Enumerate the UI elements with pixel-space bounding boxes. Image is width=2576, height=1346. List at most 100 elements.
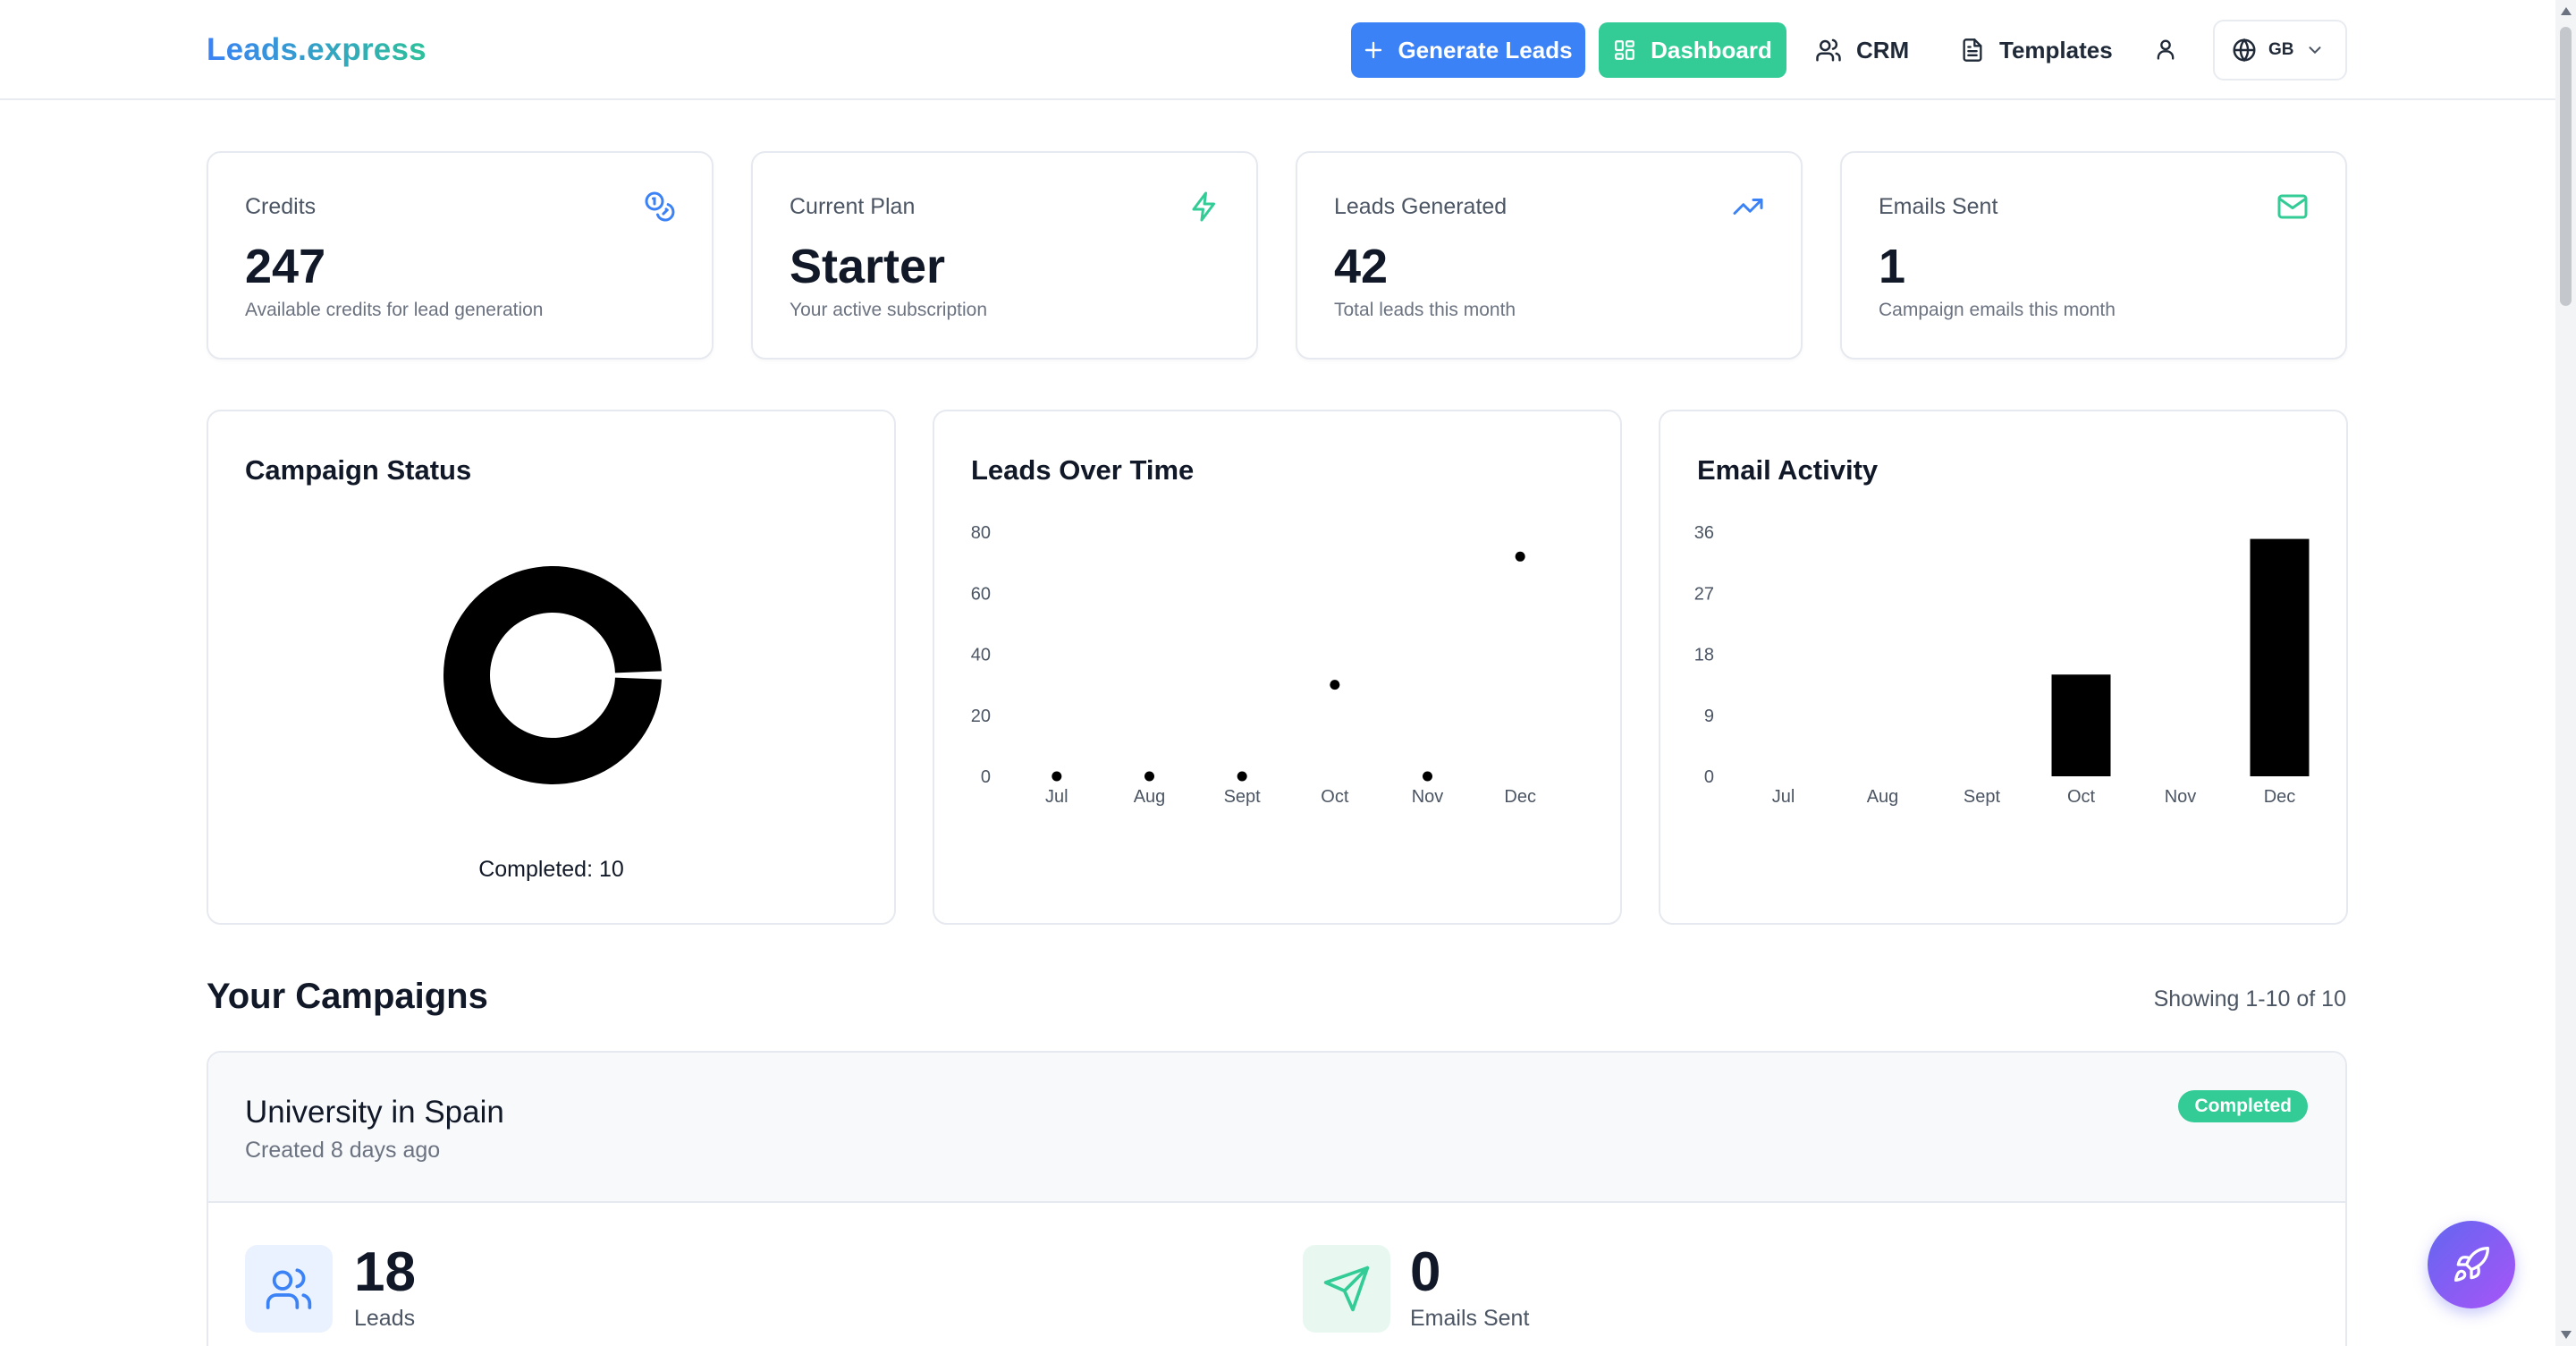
x-tick-label: Dec [1504, 787, 1536, 807]
donut-caption: Completed: 10 [478, 857, 624, 882]
campaign-status-card: Campaign Status Completed: 10 [207, 410, 896, 925]
bar [2250, 538, 2310, 776]
trending-up-icon [1733, 199, 1763, 215]
stat-subtitle: Available credits for lead generation [245, 300, 544, 320]
stat-value: Starter [790, 240, 946, 293]
donut-slice-completed [443, 566, 662, 784]
y-tick-label: 18 [1694, 646, 1714, 665]
email-activity-card: Email Activity 0 9 18 27 36 Jul Aug Sept Oct Nov D… [1659, 410, 2348, 925]
campaign-card-header: University in Spain Created 8 days ago C… [208, 1053, 2345, 1203]
emails-sent-label: Emails Sent [1410, 1306, 1530, 1331]
stat-label: Current Plan [790, 194, 916, 219]
data-point [1144, 771, 1154, 782]
campaign-card[interactable]: University in Spain Created 8 days ago C… [207, 1051, 2347, 1346]
stat-label: Emails Sent [1879, 194, 1998, 219]
templates-link[interactable]: Templates [1960, 22, 2113, 78]
scroll-up-arrow[interactable] [2561, 7, 2572, 15]
emails-sent-count: 0 [1410, 1241, 1441, 1303]
stat-label: Leads Generated [1334, 194, 1508, 219]
y-tick-label: 36 [1694, 523, 1714, 543]
x-tick-label: Aug [1134, 787, 1166, 807]
emails-sent-card: Emails Sent 1 Campaign emails this month [1840, 151, 2347, 360]
stat-label: Credits [245, 194, 317, 219]
y-tick-label: 0 [981, 767, 991, 787]
leads-over-time-chart: 0 20 40 60 80 Jul Aug Sept Oct Nov Dec [971, 523, 1536, 807]
x-tick-label: Aug [1867, 787, 1899, 807]
y-tick-label: 80 [971, 523, 991, 543]
x-tick-label: Sept [1964, 787, 2001, 807]
top-navbar: Leads.express Generate Leads Dashboard C… [0, 0, 2555, 100]
pagination-summary: Showing 1-10 of 10 [2153, 986, 2346, 1012]
x-tick-label: Jul [1772, 787, 1795, 807]
globe-icon [2233, 38, 2256, 63]
credits-card: Credits 247 Available credits for lead g… [207, 151, 714, 360]
x-tick-label: Nov [1412, 787, 1444, 807]
data-point [1052, 771, 1062, 782]
bar [2051, 674, 2111, 776]
user-profile-icon[interactable] [2153, 36, 2178, 67]
stat-subtitle: Campaign emails this month [1879, 300, 2116, 320]
send-icon [1323, 1266, 1370, 1312]
x-tick-label: Sept [1224, 787, 1262, 807]
vertical-scrollbar[interactable] [2555, 0, 2576, 1346]
file-text-icon [1963, 38, 1982, 62]
leads-label: Leads [354, 1306, 416, 1331]
x-tick-label: Oct [2067, 787, 2096, 807]
users-icon [266, 1268, 312, 1309]
y-tick-label: 60 [971, 584, 991, 604]
rocket-fab-button[interactable] [2428, 1221, 2515, 1308]
stat-subtitle: Total leads this month [1334, 300, 1516, 320]
y-tick-label: 27 [1694, 584, 1714, 604]
coins-icon [645, 191, 675, 222]
x-tick-label: Nov [2165, 787, 2197, 807]
y-tick-label: 9 [1704, 707, 1714, 726]
stat-value: 247 [245, 240, 326, 293]
chevron-down-icon [2308, 47, 2321, 55]
rocket-icon [2454, 1247, 2489, 1283]
emails-metric-icon-box [1303, 1245, 1390, 1333]
generate-leads-button[interactable]: Generate Leads [1351, 22, 1585, 78]
x-tick-label: Oct [1321, 787, 1349, 807]
leads-over-time-card: Leads Over Time 0 20 40 60 80 Jul Aug Sept Oct No… [933, 410, 1622, 925]
app-logo[interactable]: Leads.express [207, 32, 427, 67]
plus-icon [1365, 41, 1382, 59]
chart-title: Leads Over Time [971, 454, 1195, 486]
y-tick-label: 20 [971, 707, 991, 726]
language-code: GB [2268, 40, 2294, 59]
scroll-down-arrow[interactable] [2561, 1331, 2572, 1339]
stat-subtitle: Your active subscription [790, 300, 988, 320]
dashboard-button[interactable]: Dashboard [1599, 22, 1786, 78]
data-point [1423, 771, 1432, 782]
mail-icon [2277, 194, 2308, 219]
stat-value: 1 [1879, 240, 1906, 293]
zap-icon [1192, 191, 1215, 222]
crm-label: CRM [1856, 36, 1910, 63]
templates-label: Templates [1999, 36, 2113, 63]
campaign-name[interactable]: University in Spain [245, 1095, 504, 1130]
data-point [1330, 680, 1340, 690]
chart-title: Email Activity [1697, 454, 1879, 486]
x-tick-label: Jul [1045, 787, 1068, 807]
campaign-created-date: Created 8 days ago [245, 1138, 441, 1163]
x-tick-label: Dec [2264, 787, 2296, 807]
crm-link[interactable]: CRM [1815, 22, 1909, 78]
language-selector[interactable]: GB [2213, 20, 2347, 80]
leads-metric-icon-box [245, 1245, 333, 1333]
chart-title: Campaign Status [245, 454, 472, 486]
email-activity-chart: 0 9 18 27 36 Jul Aug Sept Oct Nov Dec [1694, 523, 2310, 807]
dashboard-grid-icon [1615, 40, 1634, 60]
campaigns-heading: Your Campaigns [207, 977, 488, 1016]
y-tick-label: 0 [1704, 767, 1714, 787]
data-point [1237, 771, 1247, 782]
status-badge: Completed [2178, 1090, 2308, 1122]
data-point [1515, 551, 1525, 562]
leads-generated-card: Leads Generated 42 Total leads this mont… [1296, 151, 1803, 360]
generate-leads-label: Generate Leads [1398, 36, 1573, 63]
current-plan-card: Current Plan Starter Your active subscri… [751, 151, 1258, 360]
dashboard-label: Dashboard [1651, 36, 1772, 63]
y-tick-label: 40 [971, 646, 991, 665]
users-icon [1816, 38, 1841, 62]
campaign-status-donut-chart [443, 566, 662, 784]
leads-count: 18 [354, 1241, 416, 1303]
scrollbar-thumb[interactable] [2560, 27, 2572, 306]
